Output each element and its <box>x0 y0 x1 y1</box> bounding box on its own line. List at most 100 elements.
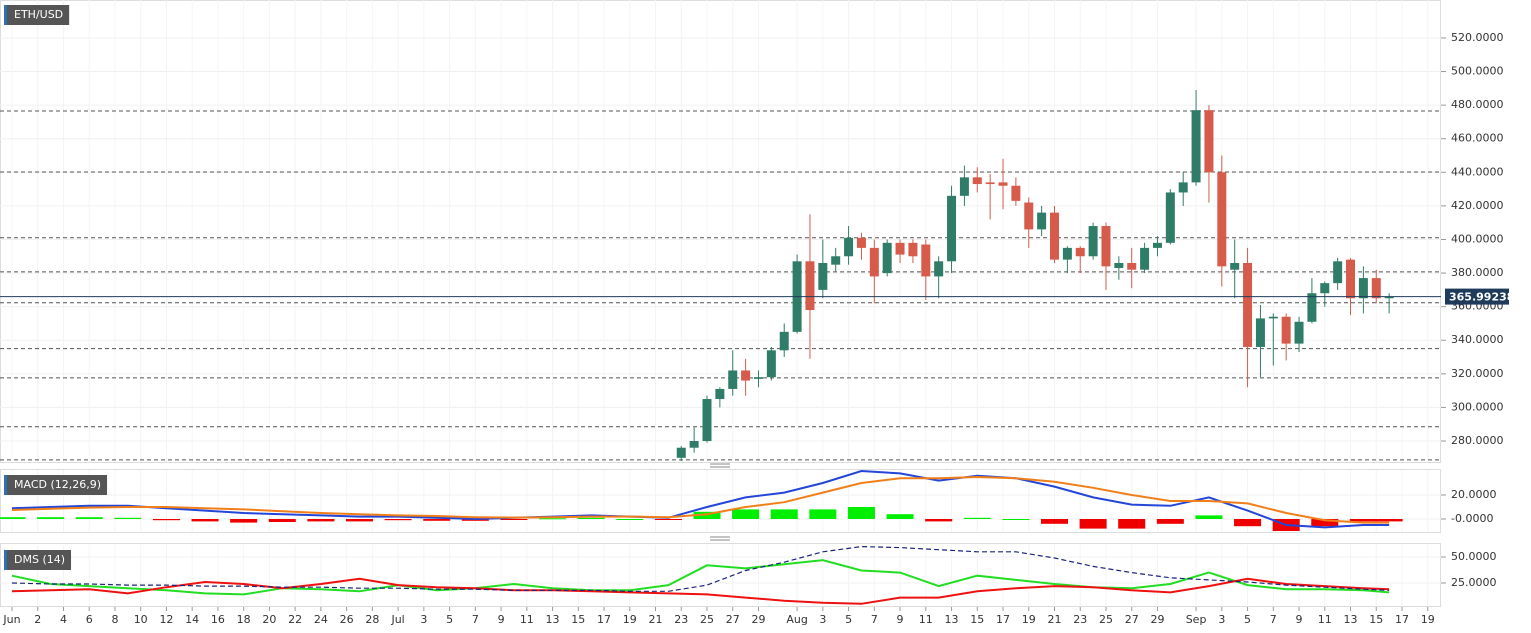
candle-body <box>728 370 738 389</box>
y-tick-label: 420.0000 <box>1451 199 1504 212</box>
candle-body <box>818 262 828 290</box>
histogram-bar <box>500 519 528 521</box>
candle-body <box>1062 247 1072 260</box>
panel-title: MACD (12,26,9) <box>14 478 101 491</box>
candle-body <box>715 388 725 400</box>
candle-body <box>1371 278 1381 299</box>
x-tick-label: 7 <box>1270 613 1277 626</box>
x-tick-label: 15 <box>571 613 585 626</box>
panel-title: ETH/USD <box>14 8 63 21</box>
candle-body <box>947 195 957 262</box>
x-tick-label: 5 <box>845 613 852 626</box>
panel-title: DMS (14) <box>14 553 65 566</box>
candle-body <box>1294 321 1304 344</box>
x-tick-label: 21 <box>649 613 663 626</box>
candle-body <box>844 237 854 257</box>
dms-line <box>11 577 1390 605</box>
y-tick-label: 280.0000 <box>1451 434 1504 447</box>
x-tick-label: 15 <box>1369 613 1383 626</box>
x-tick-label: 13 <box>1344 613 1358 626</box>
histogram-bar <box>345 519 374 522</box>
x-tick-label: 19 <box>1421 613 1435 626</box>
candle-body <box>1230 262 1240 270</box>
x-tick-label: 29 <box>1150 613 1164 626</box>
panel-title-bg <box>4 550 72 570</box>
x-tick-label: 26 <box>340 613 354 626</box>
candle-body <box>1333 261 1343 284</box>
x-tick-label: 11 <box>520 613 534 626</box>
panel-title-accent <box>4 5 7 25</box>
y-tick-label: 480.0000 <box>1451 98 1504 111</box>
histogram-bar <box>1002 519 1030 521</box>
candle-body <box>1204 110 1214 173</box>
x-tick-label: Jul <box>390 613 404 626</box>
x-tick-label: 23 <box>674 613 688 626</box>
histogram-bar <box>1234 519 1262 527</box>
x-tick-label: 20 <box>262 613 276 626</box>
x-tick-label: 5 <box>446 613 453 626</box>
candle-body <box>1037 212 1047 230</box>
x-tick-label: 6 <box>86 613 93 626</box>
macd-line <box>11 475 1390 524</box>
candle-body <box>1050 212 1060 260</box>
candle-body <box>1268 316 1278 319</box>
x-tick-label: 3 <box>819 613 826 626</box>
x-tick-label: 2 <box>34 613 41 626</box>
x-tick-label: 28 <box>365 613 379 626</box>
x-tick-label: 4 <box>60 613 67 626</box>
x-tick-label: 25 <box>1099 613 1113 626</box>
histogram-bar <box>1156 519 1184 524</box>
candle-body <box>702 399 712 442</box>
y-tick-label: 400.0000 <box>1451 232 1504 245</box>
y-tick-label: 320.0000 <box>1451 367 1504 380</box>
x-tick-label: 3 <box>1218 613 1225 626</box>
histogram-bar <box>693 511 721 520</box>
histogram-bar <box>963 517 991 520</box>
candle-body <box>1346 259 1356 299</box>
candle-body <box>1152 242 1162 248</box>
histogram-bar <box>1079 519 1107 529</box>
candle-body <box>1178 182 1188 193</box>
histogram-bar <box>1040 519 1069 524</box>
candle-body <box>1088 226 1098 257</box>
y-tick-label: 25.0000 <box>1451 576 1497 589</box>
candle-body <box>1243 262 1253 347</box>
x-tick-label: 9 <box>897 613 904 626</box>
histogram-bar <box>770 509 798 520</box>
y-tick-label: 380.0000 <box>1451 266 1504 279</box>
histogram-bar <box>654 519 682 521</box>
x-tick-label: 27 <box>726 613 740 626</box>
x-tick-label: 9 <box>498 613 505 626</box>
resize-handle[interactable] <box>710 536 730 541</box>
candle-body <box>1101 226 1111 267</box>
candle-body <box>1165 192 1175 243</box>
price-panel <box>0 0 1441 463</box>
candle-body <box>998 182 1008 186</box>
histogram-bar <box>732 509 760 520</box>
resize-handle[interactable] <box>710 463 730 468</box>
y-tick-label: 340.0000 <box>1451 333 1504 346</box>
candle-body <box>882 242 892 274</box>
histogram-bar <box>539 518 567 520</box>
x-tick-label: 23 <box>1073 613 1087 626</box>
candle-body <box>689 441 699 448</box>
panel-title-bg <box>4 475 108 495</box>
x-tick-label: 29 <box>751 613 765 626</box>
x-tick-label: 13 <box>945 613 959 626</box>
candle-body <box>831 256 841 265</box>
x-tick-label: 21 <box>1048 613 1062 626</box>
x-tick-label: 19 <box>623 613 637 626</box>
x-tick-label: Aug <box>786 613 807 626</box>
candle-body <box>985 182 995 185</box>
last-price-label: 365.99238 <box>1449 291 1514 304</box>
candle-body <box>753 377 763 379</box>
candle-body <box>1281 316 1291 344</box>
x-tick-label: 17 <box>996 613 1010 626</box>
candle-body <box>1320 283 1330 294</box>
x-tick-label: 17 <box>597 613 611 626</box>
grid <box>0 0 1446 611</box>
histogram-bar <box>75 517 103 520</box>
candle-body <box>959 177 969 196</box>
x-tick-label: 9 <box>1296 613 1303 626</box>
